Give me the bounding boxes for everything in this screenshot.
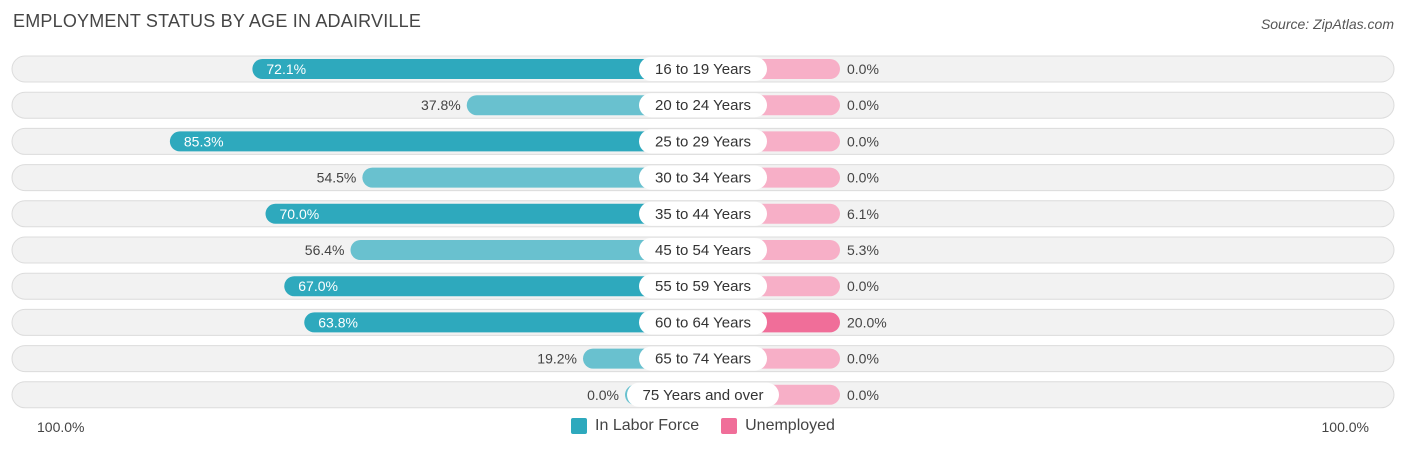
value-label-labor-force-35-to-44-years: 70.0% [280, 206, 320, 222]
value-label-unemployed-65-to-74-years: 0.0% [847, 351, 879, 367]
chart-title: EMPLOYMENT STATUS BY AGE IN ADAIRVILLE [13, 11, 422, 31]
category-pill-55-to-59-years [639, 274, 767, 299]
category-label-16-to-19-years: 16 to 19 Years [655, 61, 751, 78]
value-label-labor-force-25-to-29-years: 85.3% [184, 133, 224, 149]
bar-labor-force-35-to-44-years [265, 203, 703, 224]
category-pill-45-to-54-years [639, 238, 767, 262]
legend: In Labor Force Unemployed [0, 417, 1406, 435]
legend-item-unemployed[interactable]: Unemployed [721, 417, 835, 435]
legend-label-labor-force: In Labor Force [595, 417, 700, 434]
category-label-55-to-59-years: 55 to 59 Years [655, 278, 751, 295]
value-label-unemployed-35-to-44-years: 6.1% [847, 206, 879, 222]
bar-labor-force-45-to-54-years [350, 240, 703, 260]
legend-swatch-labor-force [571, 418, 588, 434]
category-pill-60-to-64-years [639, 310, 767, 335]
value-label-unemployed-75-years-and-over: 0.0% [847, 387, 879, 403]
category-pill-75-years-and-over [627, 382, 779, 407]
axis-right-label: 100.0% [1321, 419, 1369, 435]
category-pill-65-to-74-years [639, 346, 767, 371]
value-label-unemployed-55-to-59-years: 0.0% [847, 278, 879, 294]
category-label-75-years-and-over: 75 Years and over [643, 387, 764, 404]
legend-swatch-unemployed [721, 418, 738, 434]
category-label-60-to-64-years: 60 to 64 Years [655, 314, 751, 331]
category-pill-35-to-44-years [639, 201, 767, 226]
value-label-unemployed-16-to-19-years: 0.0% [847, 61, 879, 77]
category-pill-30-to-34-years [639, 165, 767, 190]
value-label-unemployed-60-to-64-years: 20.0% [847, 314, 887, 330]
value-label-unemployed-20-to-24-years: 0.0% [847, 97, 879, 113]
value-label-labor-force-55-to-59-years: 67.0% [298, 278, 338, 294]
category-label-65-to-74-years: 65 to 74 Years [655, 351, 751, 368]
bar-labor-force-60-to-64-years [304, 312, 703, 333]
bar-labor-force-55-to-59-years [284, 276, 703, 297]
value-label-unemployed-30-to-34-years: 0.0% [847, 170, 879, 186]
value-label-labor-force-16-to-19-years: 72.1% [266, 61, 306, 77]
value-label-unemployed-25-to-29-years: 0.0% [847, 133, 879, 149]
value-label-labor-force-30-to-34-years: 54.5% [317, 170, 357, 186]
bar-labor-force-25-to-29-years [169, 131, 703, 152]
value-label-labor-force-75-years-and-over: 0.0% [587, 387, 619, 403]
value-label-labor-force-65-to-74-years: 19.2% [537, 351, 577, 367]
bar-labor-force-16-to-19-years [252, 59, 703, 79]
bar-labor-force-30-to-34-years [362, 167, 703, 188]
chart-source: Source: ZipAtlas.com [1260, 16, 1394, 32]
legend-item-labor-force[interactable]: In Labor Force [571, 417, 699, 435]
category-label-20-to-24-years: 20 to 24 Years [655, 97, 751, 114]
category-pill-20-to-24-years [639, 93, 767, 118]
category-label-45-to-54-years: 45 to 54 Years [655, 242, 751, 259]
value-label-labor-force-45-to-54-years: 56.4% [305, 242, 345, 258]
value-label-labor-force-20-to-24-years: 37.8% [421, 97, 461, 113]
category-pill-16-to-19-years [639, 57, 767, 81]
category-label-30-to-34-years: 30 to 34 Years [655, 170, 751, 187]
value-label-labor-force-60-to-64-years: 63.8% [318, 314, 358, 330]
legend-label-unemployed: Unemployed [745, 417, 835, 434]
category-label-35-to-44-years: 35 to 44 Years [655, 206, 751, 223]
value-label-unemployed-45-to-54-years: 5.3% [847, 242, 879, 258]
axis-left-label: 100.0% [37, 419, 85, 435]
category-label-25-to-29-years: 25 to 29 Years [655, 133, 751, 150]
category-pill-25-to-29-years [639, 129, 767, 154]
